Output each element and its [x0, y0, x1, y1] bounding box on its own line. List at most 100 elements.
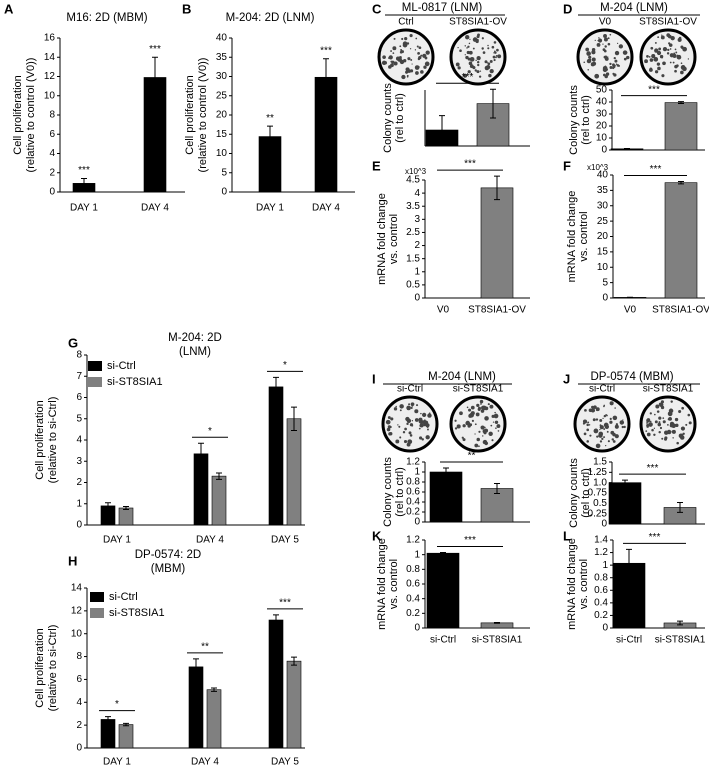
colony	[410, 402, 415, 407]
colony	[655, 404, 660, 409]
y-tick-label: 7	[76, 371, 82, 382]
colony	[487, 403, 490, 406]
colony	[583, 432, 587, 436]
colony	[474, 69, 477, 72]
y-tick-label: 0.8	[594, 572, 608, 583]
colony	[402, 41, 408, 46]
colony	[667, 34, 672, 39]
bar	[608, 482, 642, 525]
colony	[399, 50, 403, 54]
colony	[467, 70, 471, 74]
error-bar	[443, 467, 449, 477]
colony	[490, 424, 493, 427]
colony	[605, 72, 610, 76]
y-tick-label: 4	[76, 697, 82, 708]
colony	[477, 406, 481, 410]
colony	[404, 427, 407, 431]
colony	[422, 412, 427, 417]
colony	[658, 402, 663, 406]
error-bar	[198, 442, 204, 465]
panel-letter: G	[68, 335, 78, 350]
error-bar	[273, 614, 279, 626]
colony	[403, 439, 408, 444]
panel-letter: K	[372, 528, 382, 543]
y-axis-label: mRNA fold change	[376, 538, 388, 630]
y-tick-label: 5	[602, 277, 608, 288]
significance: ***	[78, 165, 90, 176]
legend-swatch	[88, 361, 102, 371]
colony	[402, 431, 406, 434]
y-tick-label: 0	[76, 520, 82, 531]
y-axis-label: Colony counts	[382, 83, 394, 153]
colony	[607, 37, 610, 40]
y-tick-label: 1	[76, 498, 82, 509]
colony	[487, 47, 490, 50]
panel-letter: J	[563, 371, 570, 386]
colony	[682, 66, 687, 72]
colony	[472, 66, 476, 70]
y-tick-label: 1	[602, 560, 608, 571]
colony	[390, 63, 394, 68]
y-tick-label: 4	[414, 188, 420, 199]
colony	[657, 422, 662, 427]
colony	[386, 422, 388, 424]
colony	[420, 54, 423, 57]
colony	[645, 430, 648, 432]
colony	[597, 39, 599, 42]
colony	[477, 33, 480, 37]
colony	[411, 420, 414, 422]
colony	[594, 39, 596, 41]
colony-dish	[449, 395, 507, 453]
colony	[595, 418, 599, 421]
colony	[457, 46, 459, 49]
colony	[654, 70, 659, 74]
colony	[599, 440, 603, 443]
colony	[660, 400, 664, 404]
y-tick-label: 4.5	[406, 175, 420, 186]
colony	[495, 55, 498, 57]
error-bar	[152, 56, 158, 99]
colony	[480, 403, 482, 405]
colony	[482, 51, 486, 54]
colony	[409, 48, 412, 50]
colony	[601, 437, 604, 441]
colony	[667, 418, 670, 421]
colony	[387, 425, 392, 429]
colony	[465, 35, 470, 40]
y-tick-label: 5	[76, 413, 82, 424]
colony	[612, 67, 615, 70]
panel-letter: D	[563, 1, 572, 16]
colony	[482, 435, 484, 437]
colony	[614, 50, 620, 56]
y-tick-label: 10	[71, 628, 83, 639]
colony	[469, 423, 473, 427]
x-tick-label: si-Ctrl	[616, 635, 642, 646]
bar	[188, 666, 204, 749]
chart-title: M-204: 2D (LNM)	[226, 12, 315, 24]
y-axis-label: Colony counts	[568, 458, 580, 528]
bar	[429, 471, 463, 523]
colony	[666, 429, 672, 435]
panel-letter: H	[68, 553, 77, 568]
colony	[675, 51, 678, 54]
colony	[480, 409, 485, 413]
y-tick-label: 15	[216, 129, 228, 140]
colony	[685, 423, 688, 426]
colony	[410, 406, 413, 409]
colony	[668, 42, 671, 45]
colony	[586, 51, 591, 56]
colony	[387, 416, 391, 419]
y-tick-label: 5	[221, 167, 227, 178]
bar	[268, 386, 284, 526]
colony	[617, 65, 620, 67]
y-tick-label: 0.2	[406, 608, 420, 619]
colony	[680, 45, 684, 49]
panel-letter: E	[372, 158, 381, 173]
colony	[682, 46, 687, 52]
y-tick-label: 1.2	[406, 535, 420, 546]
colony	[404, 37, 408, 41]
colony	[667, 48, 670, 52]
y-tick-label: 40	[597, 170, 609, 181]
colony	[615, 423, 619, 426]
